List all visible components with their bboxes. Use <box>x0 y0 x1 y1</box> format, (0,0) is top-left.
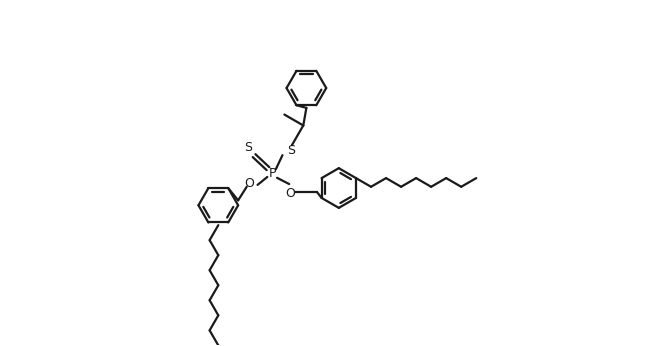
Text: S: S <box>244 141 252 154</box>
Text: O: O <box>285 188 295 200</box>
Text: S: S <box>287 144 296 157</box>
Text: P: P <box>269 167 276 181</box>
Text: O: O <box>245 177 255 190</box>
